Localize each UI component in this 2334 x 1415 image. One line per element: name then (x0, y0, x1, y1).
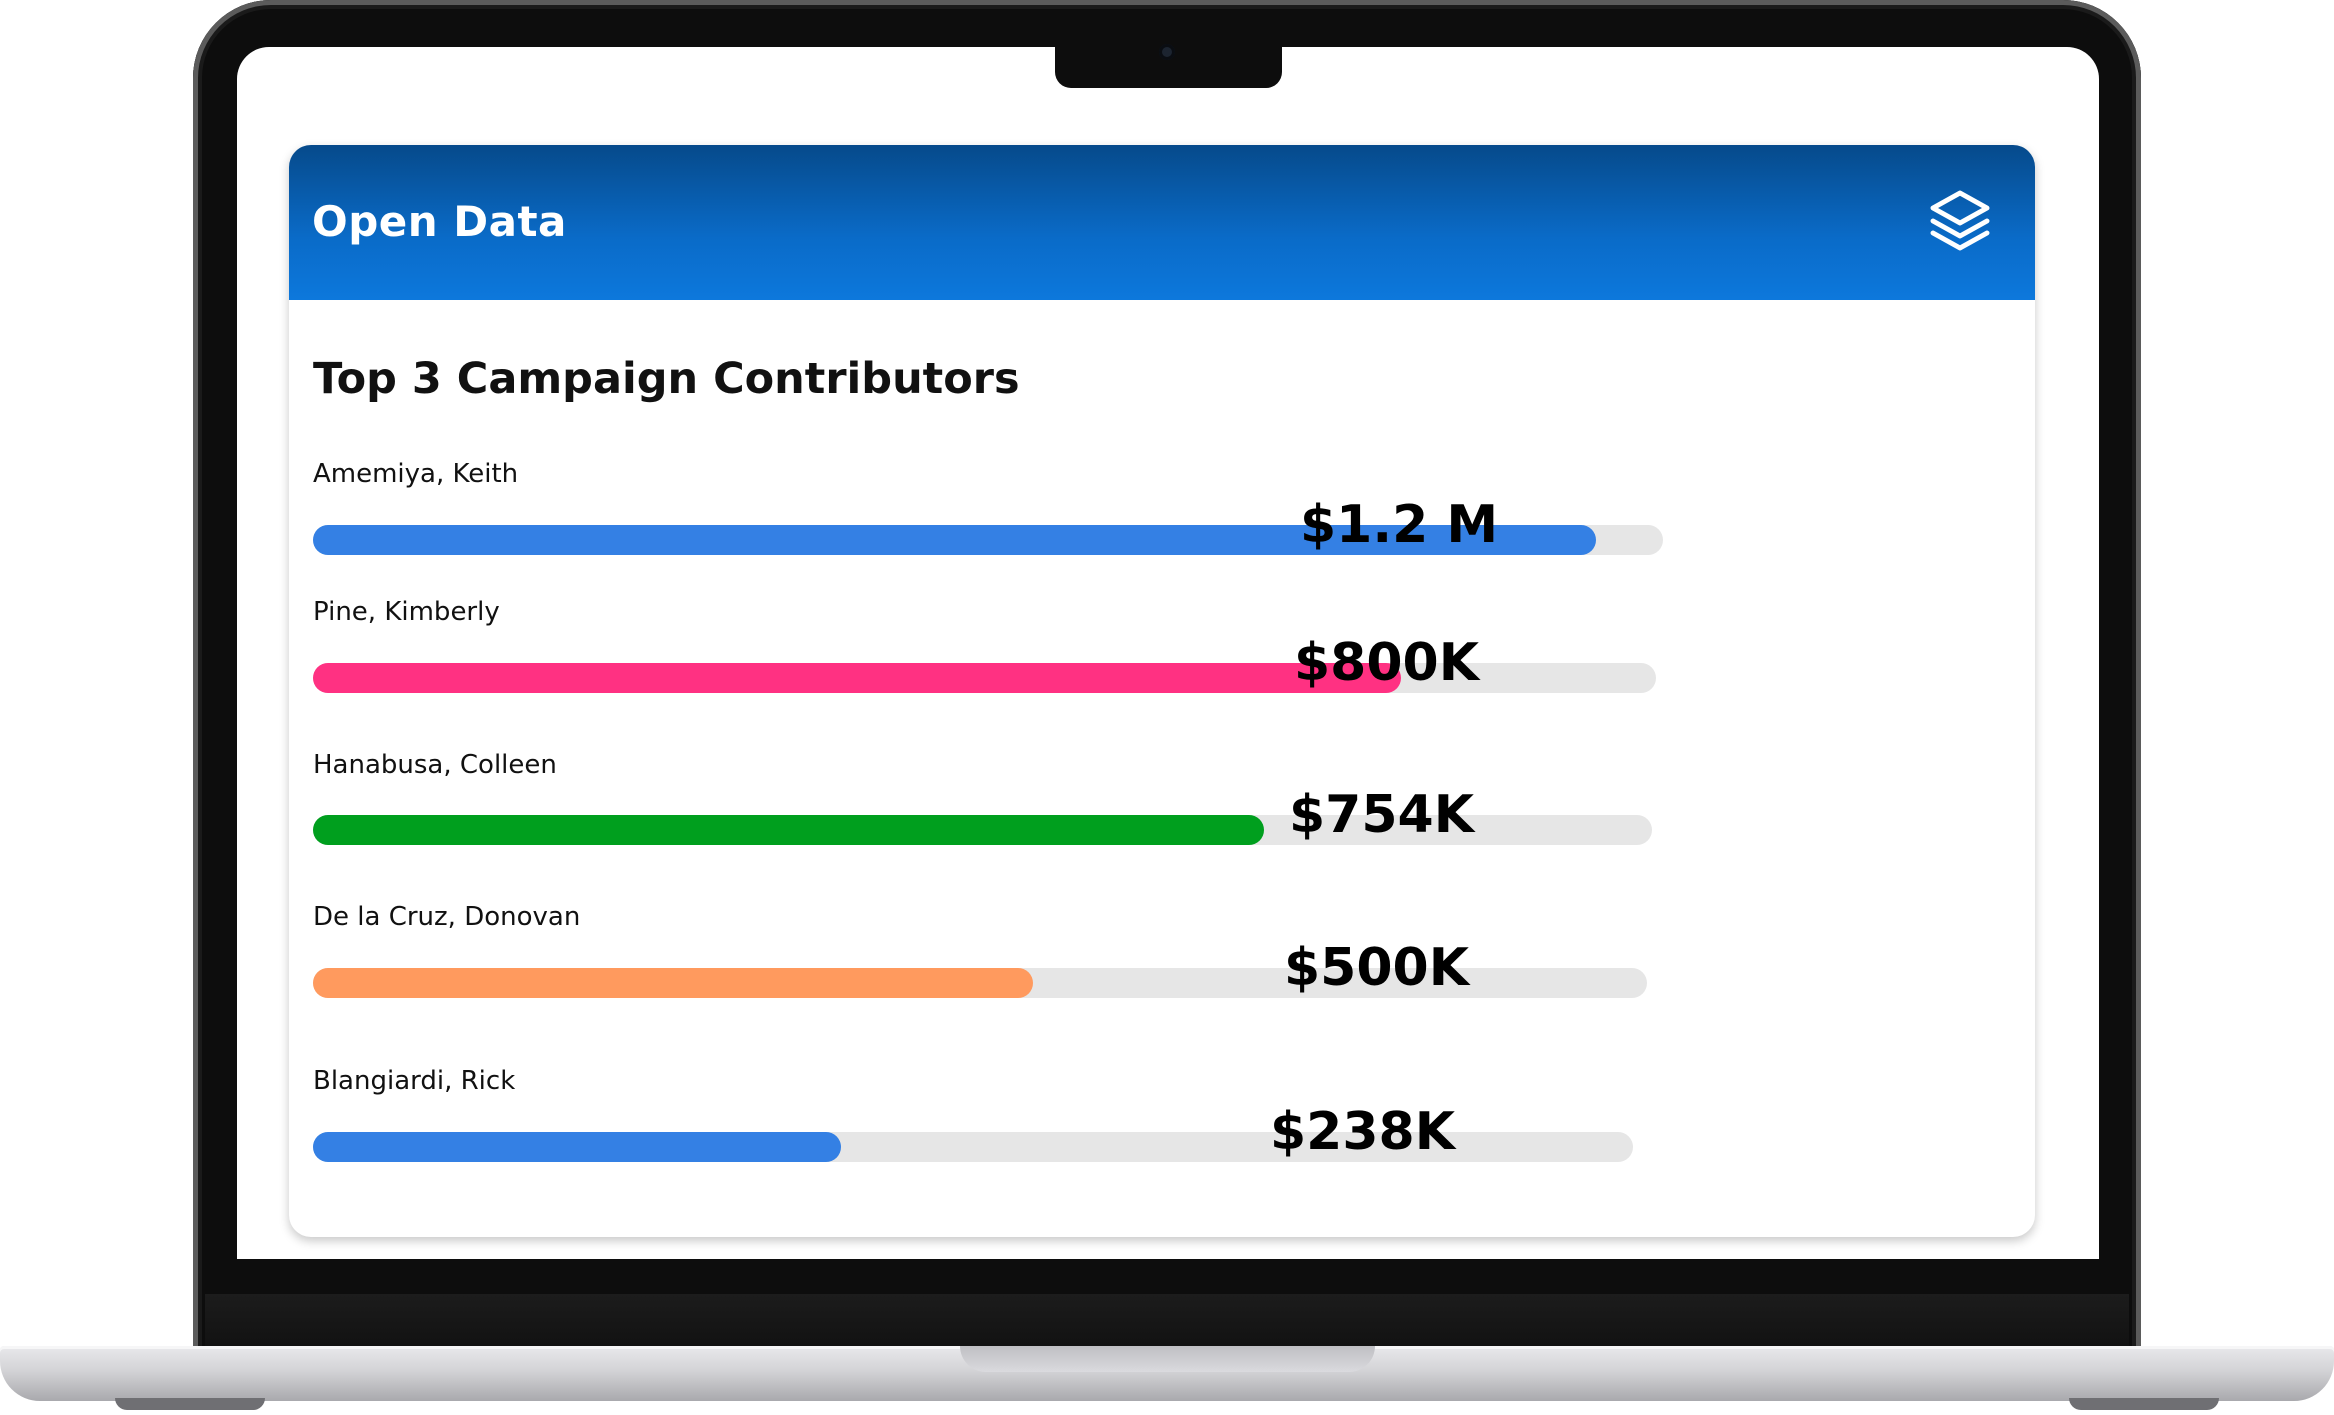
contributor-bar-fill (313, 968, 1034, 998)
contributor-name: Amemiya, Keith (313, 459, 519, 489)
camera-icon (1159, 44, 1175, 60)
contributor-name: Pine, Kimberly (313, 597, 500, 627)
app-title: Open Data (312, 197, 567, 246)
app-header: Open Data (289, 145, 2035, 300)
contributor-amount: $238K (1270, 1102, 1456, 1162)
contributor-bar-track (313, 815, 1652, 845)
contributor-bar-fill (313, 1132, 841, 1162)
contributor-bar-fill (313, 815, 1264, 845)
contributor-name: Hanabusa, Colleen (313, 750, 557, 780)
contributor-bar-fill (313, 525, 1596, 555)
contributor-bar-track (313, 968, 1647, 998)
laptop-foot-right (2069, 1398, 2219, 1410)
contributors-card: Open Data Top 3 Campaign Contributors Am… (289, 145, 2035, 1237)
laptop-foot-left (115, 1398, 265, 1410)
contributor-bar-fill (313, 663, 1401, 693)
contributor-name: De la Cruz, Donovan (313, 902, 581, 932)
screen-bottom-bezel (205, 1294, 2129, 1346)
contributor-amount: $500K (1284, 938, 1470, 998)
contributor-amount: $1.2 M (1300, 495, 1499, 555)
laptop-opening-notch (960, 1346, 1375, 1372)
contributor-bar-track (313, 525, 1663, 555)
contributor-name: Blangiardi, Rick (313, 1066, 516, 1096)
contributor-bar-track (313, 663, 1656, 693)
layers-icon[interactable] (1925, 187, 1995, 257)
contributor-amount: $754K (1289, 785, 1475, 845)
section-title: Top 3 Campaign Contributors (313, 354, 1020, 404)
contributor-amount: $800K (1294, 633, 1480, 693)
contributor-bar-track (313, 1132, 1633, 1162)
